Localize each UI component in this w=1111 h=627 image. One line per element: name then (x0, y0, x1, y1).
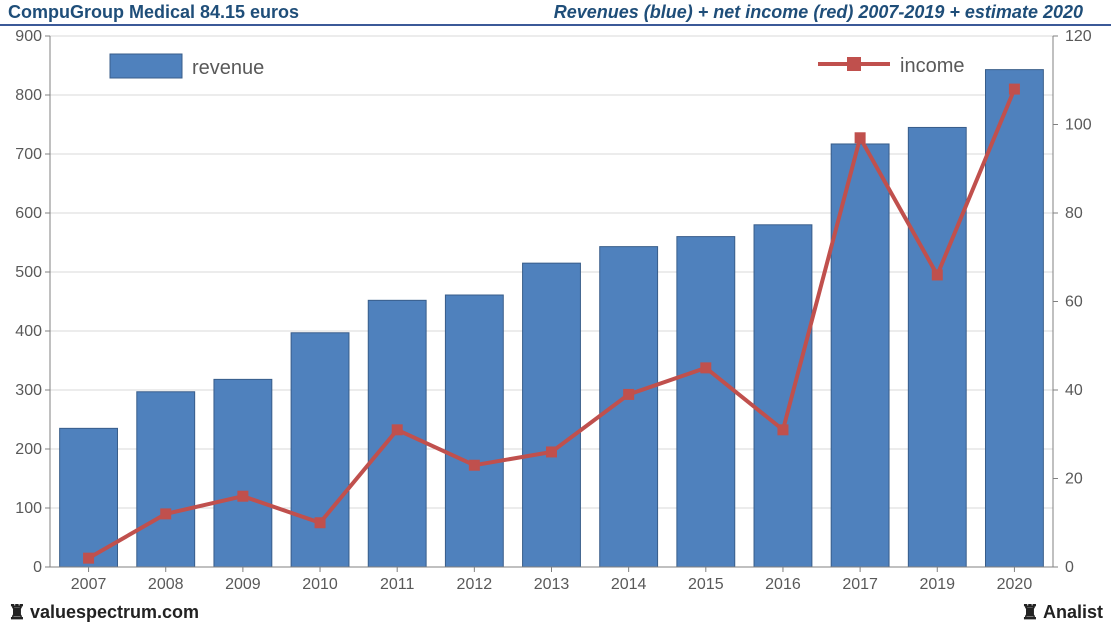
income-marker (1009, 84, 1019, 94)
income-marker (161, 509, 171, 519)
x-tick: 2010 (302, 576, 338, 593)
x-tick: 2012 (457, 576, 493, 593)
y-left-tick: 300 (15, 382, 42, 399)
x-tick: 2007 (71, 576, 107, 593)
y-right-tick: 80 (1065, 205, 1083, 222)
y-right-tick: 120 (1065, 28, 1092, 45)
y-left-tick: 600 (15, 205, 42, 222)
revenue-bar (291, 333, 349, 567)
header-title-right: Revenues (blue) + net income (red) 2007-… (554, 2, 1103, 23)
legend-revenue-label: revenue (192, 57, 264, 79)
x-tick: 2019 (919, 576, 955, 593)
revenue-bar (754, 225, 812, 567)
chart-container: CompuGroup Medical 84.15 euros Revenues … (0, 0, 1111, 627)
x-tick: 2017 (842, 576, 878, 593)
y-left-tick: 400 (15, 323, 42, 340)
y-right-tick: 40 (1065, 382, 1083, 399)
y-left-tick: 500 (15, 264, 42, 281)
header-title-left: CompuGroup Medical 84.15 euros (8, 2, 299, 23)
x-tick: 2009 (225, 576, 261, 593)
y-left-tick: 100 (15, 500, 42, 517)
x-tick: 2016 (765, 576, 801, 593)
legend-income-marker (847, 57, 861, 71)
revenue-bar (677, 237, 735, 567)
chart-header: CompuGroup Medical 84.15 euros Revenues … (0, 0, 1111, 26)
y-right-tick: 100 (1065, 117, 1092, 134)
income-marker (778, 425, 788, 435)
plot-area: 0 100 200 300 400 500 600 700 800 900 0 20 40 60 80 100… (0, 26, 1111, 597)
income-marker (547, 447, 557, 457)
revenue-bar (445, 295, 503, 567)
income-marker (701, 363, 711, 373)
y-left-tick: 200 (15, 441, 42, 458)
legend-revenue-swatch (110, 54, 182, 78)
rook-icon: ♜ (8, 600, 26, 625)
y-right-tick: 0 (1065, 559, 1074, 576)
income-marker (624, 389, 634, 399)
income-marker (315, 518, 325, 528)
rook-icon: ♜ (1021, 600, 1039, 625)
x-tick: 2015 (688, 576, 724, 593)
revenue-bar (908, 127, 966, 567)
y-left-tick: 800 (15, 87, 42, 104)
x-tick: 2008 (148, 576, 184, 593)
income-marker (932, 270, 942, 280)
chart-svg: 0 100 200 300 400 500 600 700 800 900 0 20 40 60 80 100… (0, 26, 1111, 597)
income-marker (84, 553, 94, 563)
x-tick: 2011 (380, 576, 415, 593)
income-marker (855, 133, 865, 143)
y-left-tick: 900 (15, 28, 42, 45)
x-tick: 2020 (997, 576, 1033, 593)
y-left-tick: 700 (15, 146, 42, 163)
revenue-bar (985, 70, 1043, 567)
y-right-tick: 20 (1065, 471, 1083, 488)
revenue-bar (214, 379, 272, 567)
revenue-bar (600, 247, 658, 567)
income-marker (392, 425, 402, 435)
revenue-bar (523, 263, 581, 567)
chart-footer: ♜ valuespectrum.com ♜ Analist (0, 597, 1111, 627)
x-tick: 2013 (534, 576, 570, 593)
y-left-tick: 0 (33, 559, 42, 576)
income-marker (469, 460, 479, 470)
footer-right: ♜ Analist (1021, 600, 1103, 625)
income-marker (238, 491, 248, 501)
legend-income-label: income (900, 55, 964, 77)
footer-left-text: valuespectrum.com (30, 602, 199, 623)
y-right-tick: 60 (1065, 294, 1083, 311)
footer-right-text: Analist (1043, 602, 1103, 623)
x-tick: 2014 (611, 576, 647, 593)
revenue-bar (137, 392, 195, 567)
